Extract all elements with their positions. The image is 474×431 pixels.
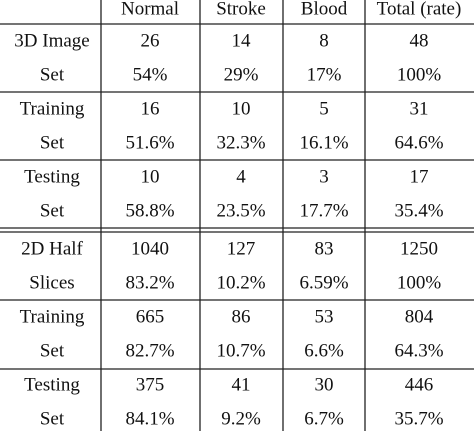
count-cell: 375 bbox=[136, 374, 165, 395]
rate-cell: 51.6% bbox=[125, 132, 174, 153]
rate-cell: 35.7% bbox=[394, 408, 443, 429]
row-label: 3D Image bbox=[14, 30, 89, 51]
row-label: 2D Half bbox=[21, 238, 83, 259]
rate-cell: 6.6% bbox=[304, 340, 344, 361]
rate-cell: 35.4% bbox=[394, 200, 443, 221]
rate-cell: 82.7% bbox=[125, 340, 174, 361]
count-cell: 10 bbox=[232, 98, 251, 119]
column-header: Blood bbox=[301, 0, 348, 19]
count-cell: 127 bbox=[227, 238, 256, 259]
rate-cell: 32.3% bbox=[216, 132, 265, 153]
count-cell: 86 bbox=[232, 306, 251, 327]
row-label: Set bbox=[40, 64, 65, 85]
rate-cell: 6.7% bbox=[304, 408, 344, 429]
rate-cell: 29% bbox=[224, 64, 259, 85]
rate-cell: 64.6% bbox=[394, 132, 443, 153]
count-cell: 17 bbox=[410, 166, 429, 187]
rate-cell: 17.7% bbox=[299, 200, 348, 221]
count-cell: 14 bbox=[232, 30, 252, 51]
rate-cell: 83.2% bbox=[125, 272, 174, 293]
row-label: Training bbox=[20, 306, 85, 327]
count-cell: 1040 bbox=[131, 238, 169, 259]
rate-cell: 84.1% bbox=[125, 408, 174, 429]
count-cell: 41 bbox=[232, 374, 251, 395]
row-label: Testing bbox=[24, 374, 80, 395]
count-cell: 30 bbox=[315, 374, 334, 395]
count-cell: 1250 bbox=[400, 238, 438, 259]
count-cell: 10 bbox=[141, 166, 160, 187]
row-label: Set bbox=[40, 132, 65, 153]
row-label: Training bbox=[20, 98, 85, 119]
count-cell: 804 bbox=[405, 306, 434, 327]
rate-cell: 100% bbox=[397, 64, 442, 85]
rate-cell: 10.7% bbox=[216, 340, 265, 361]
count-cell: 31 bbox=[410, 98, 429, 119]
count-cell: 83 bbox=[315, 238, 334, 259]
rate-cell: 17% bbox=[307, 64, 342, 85]
rate-cell: 16.1% bbox=[299, 132, 348, 153]
count-cell: 48 bbox=[410, 30, 429, 51]
rate-cell: 64.3% bbox=[394, 340, 443, 361]
row-label: Testing bbox=[24, 166, 80, 187]
count-cell: 26 bbox=[141, 30, 160, 51]
count-cell: 8 bbox=[319, 30, 329, 51]
column-header: Normal bbox=[121, 0, 179, 19]
rate-cell: 58.8% bbox=[125, 200, 174, 221]
rate-cell: 54% bbox=[133, 64, 168, 85]
rate-cell: 9.2% bbox=[221, 408, 261, 429]
count-cell: 446 bbox=[405, 374, 434, 395]
row-label: Set bbox=[40, 340, 65, 361]
count-cell: 3 bbox=[319, 166, 329, 187]
rate-cell: 10.2% bbox=[216, 272, 265, 293]
row-label: Set bbox=[40, 200, 65, 221]
rate-cell: 100% bbox=[397, 272, 442, 293]
row-label: Slices bbox=[29, 272, 74, 293]
rate-cell: 6.59% bbox=[299, 272, 348, 293]
column-header: Stroke bbox=[216, 0, 266, 19]
count-cell: 16 bbox=[141, 98, 160, 119]
count-cell: 53 bbox=[315, 306, 334, 327]
column-header: Total (rate) bbox=[377, 0, 462, 19]
count-cell: 5 bbox=[319, 98, 329, 119]
count-cell: 4 bbox=[236, 166, 246, 187]
count-cell: 665 bbox=[136, 306, 165, 327]
rate-cell: 23.5% bbox=[216, 200, 265, 221]
row-label: Set bbox=[40, 408, 65, 429]
